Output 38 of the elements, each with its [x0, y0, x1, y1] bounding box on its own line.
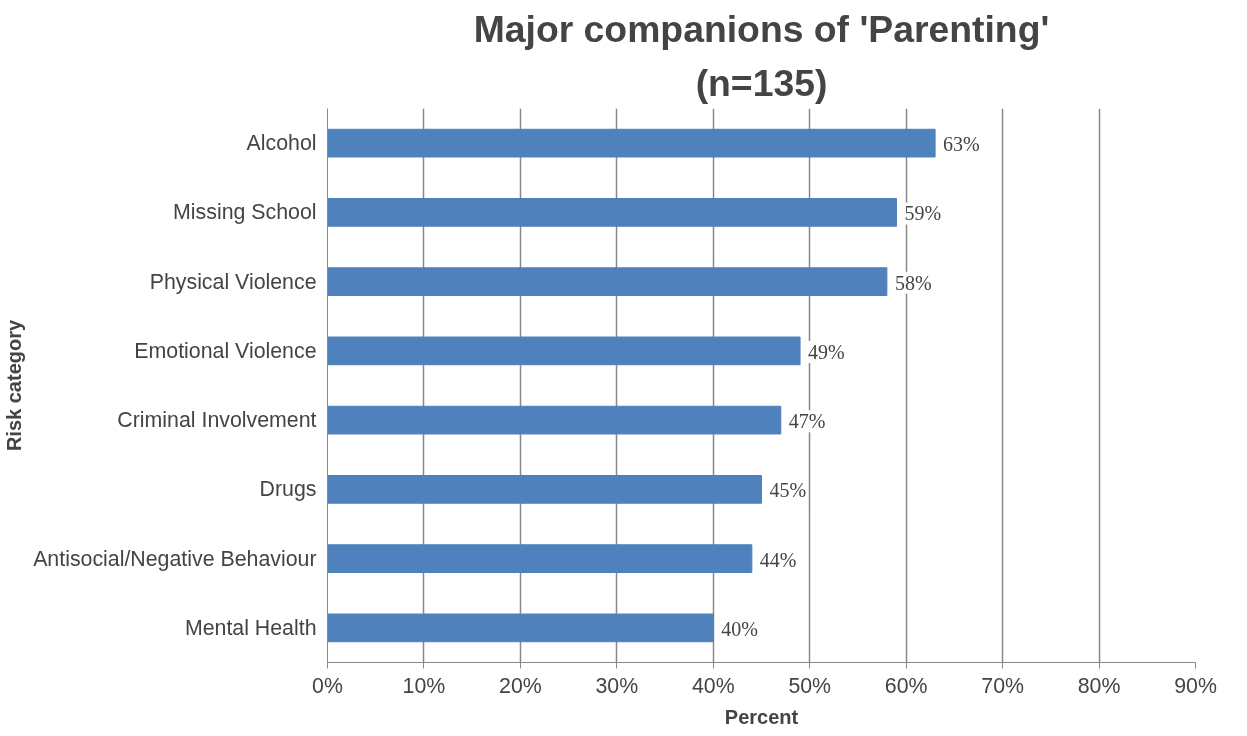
- data-label: 49%: [808, 340, 845, 363]
- x-tick-label: 70%: [981, 673, 1024, 698]
- data-label: 44%: [759, 548, 797, 571]
- x-tick-label: 20%: [499, 673, 542, 698]
- bar: [327, 267, 888, 296]
- y-tick-label: Mental Health: [184, 615, 317, 640]
- x-tick-label: 50%: [788, 673, 832, 698]
- y-tick-label: Missing School: [173, 200, 317, 225]
- x-tick-label: 80%: [1077, 673, 1121, 698]
- data-label: 59%: [904, 202, 942, 225]
- x-axis-title: Percent: [724, 705, 799, 728]
- bar: [327, 128, 936, 158]
- bar: [327, 475, 762, 504]
- y-axis-title: Risk category: [3, 319, 26, 452]
- x-tick-label: 90%: [1174, 673, 1217, 698]
- y-tick-label: Physical Violence: [149, 269, 317, 294]
- x-tick-label: 60%: [884, 673, 928, 698]
- x-tick-label: 10%: [402, 673, 446, 698]
- y-tick-label: Alcohol: [246, 131, 317, 156]
- data-label: 40%: [721, 617, 758, 640]
- y-tick-label: Criminal Involvement: [117, 408, 317, 433]
- data-label: 47%: [788, 410, 826, 433]
- y-tick-label: Drugs: [259, 477, 317, 502]
- bar: [327, 405, 782, 435]
- data-label: 58%: [894, 271, 932, 294]
- x-tick-label: 0%: [312, 673, 343, 698]
- y-tick-label: Emotional Violence: [134, 338, 317, 363]
- bar: [327, 544, 753, 573]
- data-label: 63%: [943, 133, 980, 156]
- chart-subtitle: (n=135): [695, 61, 828, 104]
- bar: [327, 336, 801, 366]
- x-tick-label: 30%: [595, 673, 639, 698]
- bar: [327, 198, 898, 227]
- data-label: 45%: [769, 479, 807, 502]
- y-tick-label: Antisocial/Negative Behaviour: [33, 546, 317, 571]
- bar: [327, 613, 714, 643]
- chart-title: Major companions of 'Parenting': [473, 7, 1050, 50]
- x-tick-label: 40%: [691, 673, 735, 698]
